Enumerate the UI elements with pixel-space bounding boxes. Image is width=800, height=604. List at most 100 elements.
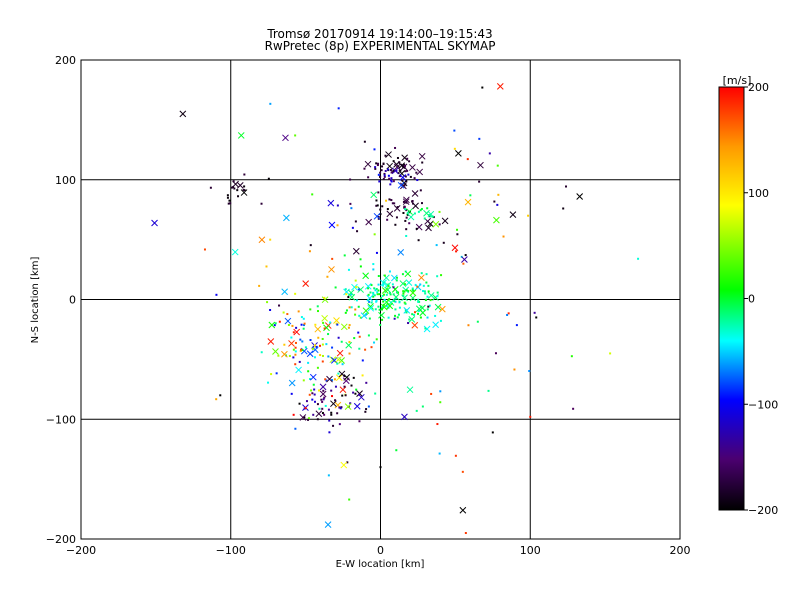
scatter-point (269, 308, 272, 311)
scatter-point (243, 185, 246, 188)
scatter-point (570, 355, 573, 358)
scatter-point (398, 300, 401, 303)
scatter-point (384, 154, 387, 157)
scatter-point (260, 351, 263, 354)
scatter-point (307, 370, 310, 373)
scatter-point (387, 174, 390, 177)
scatter-point (535, 316, 538, 319)
scatter-point (350, 207, 353, 210)
scatter-point (345, 293, 348, 296)
scatter-point (424, 327, 427, 330)
scatter-point (314, 325, 322, 333)
scatter-point (368, 300, 371, 303)
scatter-point (387, 168, 390, 171)
scatter-point (314, 400, 317, 403)
scatter-point (399, 280, 407, 287)
scatter-point (425, 281, 428, 284)
scatter-point (323, 396, 326, 399)
scatter-point (464, 198, 472, 206)
scatter-point (359, 265, 362, 268)
scatter-point (226, 194, 229, 197)
scatter-point (417, 310, 420, 313)
scatter-point (397, 313, 400, 316)
scatter-point (303, 416, 306, 419)
scatter-point (350, 306, 353, 309)
scatter-point (232, 186, 235, 189)
scatter-point (377, 215, 380, 218)
scatter-point (333, 317, 340, 324)
scatter-point (416, 168, 424, 176)
scatter-point (367, 405, 370, 408)
scatter-point (344, 394, 347, 397)
y-tick-label: −200 (46, 533, 76, 546)
scatter-point (361, 374, 364, 377)
scatter-point (344, 311, 347, 314)
scatter-point (362, 307, 370, 315)
scatter-point (494, 352, 497, 355)
scatter-point (438, 305, 446, 313)
scatter-point (321, 412, 324, 415)
scatter-point (315, 410, 323, 418)
scatter-point (358, 420, 361, 423)
scatter-point (493, 216, 500, 224)
scatter-point (390, 199, 393, 202)
scatter-point (307, 418, 310, 421)
scatter-point (398, 162, 406, 170)
scatter-point (374, 308, 377, 311)
scatter-point (381, 294, 384, 297)
scatter-point (321, 296, 329, 304)
scatter-point (309, 308, 312, 311)
scatter-point (403, 184, 406, 187)
scatter-point (380, 308, 383, 311)
scatter-point (402, 200, 405, 203)
scatter-point (367, 334, 370, 337)
scatter-point (272, 348, 279, 355)
scatter-point (405, 201, 408, 204)
scatter-point (385, 305, 388, 308)
scatter-point (294, 363, 297, 366)
scatter-point (408, 222, 411, 225)
scatter-point (399, 175, 402, 178)
scatter-point (411, 287, 414, 290)
scatter-point (318, 389, 321, 392)
scatter-point (404, 175, 407, 178)
scatter-point (394, 223, 397, 226)
scatter-point (378, 180, 381, 183)
scatter-point (373, 287, 376, 290)
scatter-point (357, 331, 360, 334)
scatter-point (365, 408, 368, 411)
scatter-point (299, 414, 307, 421)
scatter-point (355, 286, 358, 289)
scatter-point (412, 289, 415, 292)
scatter-point (337, 372, 340, 375)
scatter-point (378, 293, 381, 296)
scatter-point (383, 175, 386, 178)
scatter-point (292, 348, 295, 351)
scatter-point (309, 378, 312, 381)
scatter-point (310, 389, 313, 392)
scatter-point (275, 372, 278, 375)
scatter-point (355, 388, 358, 391)
scatter-point (270, 373, 273, 376)
scatter-point (318, 344, 321, 347)
scatter-point (309, 373, 317, 381)
scatter-point (385, 293, 388, 296)
scatter-point (336, 349, 344, 357)
scatter-point (327, 333, 330, 336)
scatter-point (401, 154, 408, 162)
scatter-point (326, 275, 329, 278)
scatter-point (316, 310, 319, 313)
scatter-point (439, 319, 442, 322)
scatter-point (407, 173, 410, 176)
scatter-point (391, 202, 394, 205)
scatter-point (347, 296, 350, 299)
scatter-point (300, 316, 303, 319)
scatter-point (442, 241, 445, 244)
data-points (151, 82, 640, 535)
scatter-point (441, 217, 449, 225)
scatter-point (367, 293, 370, 296)
scatter-point (406, 157, 409, 160)
scatter-point (287, 323, 290, 326)
scatter-point (401, 413, 408, 421)
